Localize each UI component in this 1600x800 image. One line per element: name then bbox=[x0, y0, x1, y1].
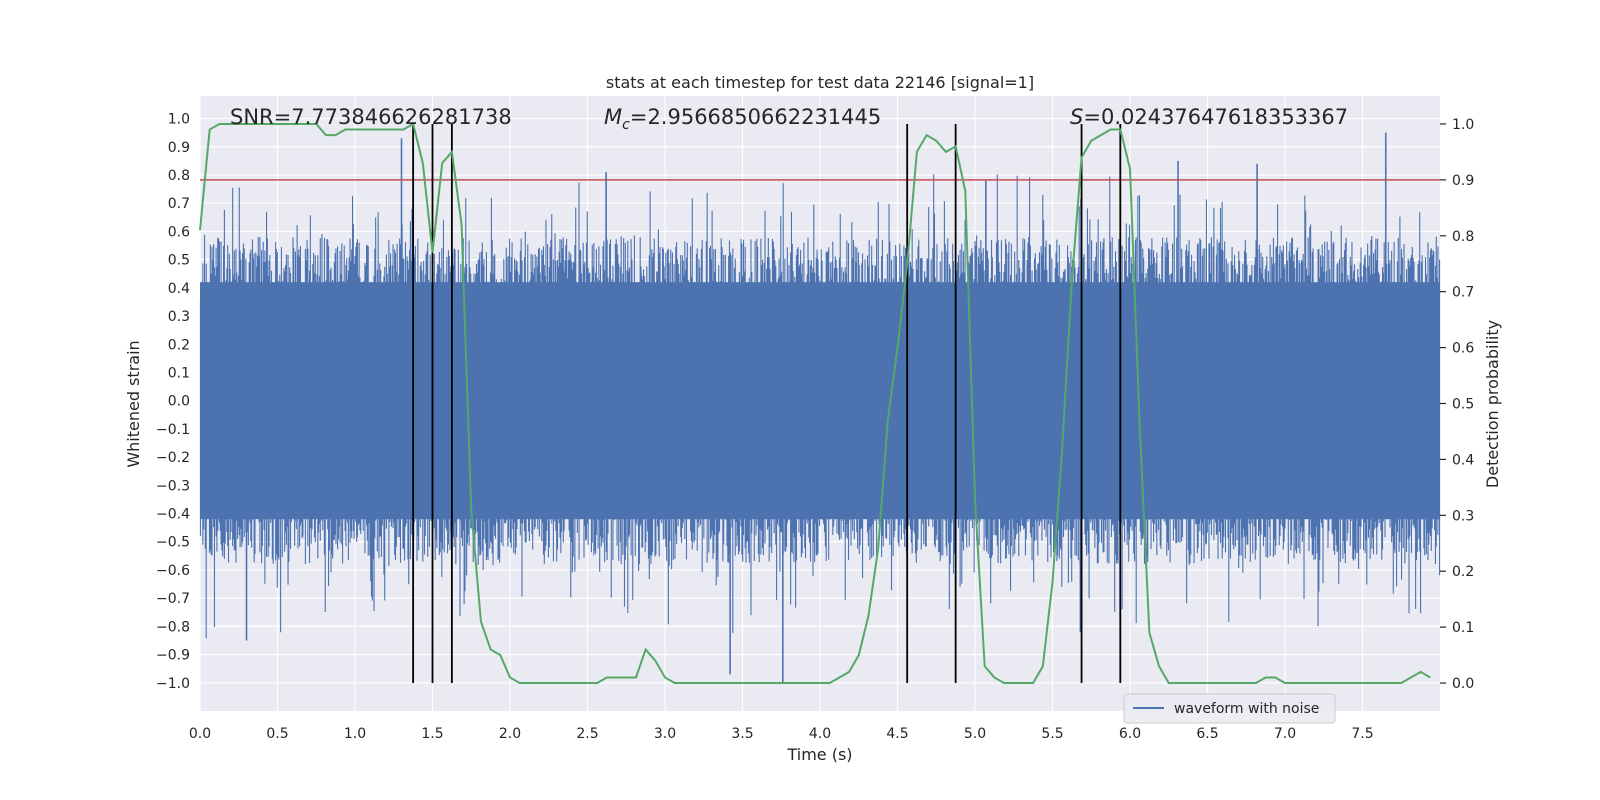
s-equals: = bbox=[1083, 105, 1101, 129]
y-tick-label: 0.6 bbox=[168, 224, 190, 240]
mc-value: 2.9566850662231445 bbox=[647, 105, 881, 129]
y-tick-label: −0.1 bbox=[156, 422, 190, 438]
legend-label: waveform with noise bbox=[1174, 701, 1319, 717]
x-tick-label: 4.5 bbox=[886, 726, 908, 742]
x-axis-ticks: 0.0 0.5 1.0 1.5 2.0 2.5 3.0 3.5 4.0 4.5 5.0 5.5 6.0 6… bbox=[189, 726, 1374, 742]
y2-axis-label: Detection probability bbox=[1483, 320, 1502, 488]
s-annotation: S=0.02437647618353367 bbox=[1070, 105, 1348, 129]
x-tick-label: 5.0 bbox=[964, 726, 986, 742]
vlines bbox=[412, 123, 1122, 684]
mc-subscript: c bbox=[622, 117, 630, 133]
y2-tick-label: 0.2 bbox=[1452, 564, 1474, 580]
y2-tick-label: 0.4 bbox=[1452, 452, 1474, 468]
y-tick-label: −0.6 bbox=[156, 563, 190, 579]
mc-symbol: M bbox=[604, 105, 622, 129]
y2-tick-label: 0.7 bbox=[1452, 285, 1474, 301]
x-axis-label: Time (s) bbox=[786, 745, 852, 764]
y-tick-label: 0.8 bbox=[168, 168, 190, 184]
snr-annotation: SNR=7.773846626281738 bbox=[230, 105, 512, 129]
x-tick-label: 6.0 bbox=[1119, 726, 1141, 742]
waveform-core bbox=[200, 282, 1440, 520]
y-tick-label: 0.3 bbox=[168, 309, 190, 325]
y-axis-ticks: 1.0 0.9 0.8 0.7 0.6 0.5 0.4 0.3 0.2 0.1 0.0 −0.1 −0.… bbox=[156, 112, 190, 692]
y-tick-label: −0.7 bbox=[156, 591, 190, 607]
mc-equals: = bbox=[630, 105, 648, 129]
x-tick-label: 3.5 bbox=[731, 726, 753, 742]
x-tick-label: 2.5 bbox=[576, 726, 598, 742]
s-value: 0.02437647618353367 bbox=[1101, 105, 1348, 129]
y-tick-label: −0.2 bbox=[156, 450, 190, 466]
y-tick-label: 1.0 bbox=[168, 112, 190, 128]
y-tick-label: 0.1 bbox=[168, 365, 190, 381]
x-tick-label: 1.0 bbox=[344, 726, 366, 742]
y-tick-label: −0.8 bbox=[156, 619, 190, 635]
snr-prefix: SNR= bbox=[230, 105, 291, 129]
x-tick-label: 3.0 bbox=[654, 726, 676, 742]
x-tick-label: 4.0 bbox=[809, 726, 831, 742]
y-tick-label: 0.7 bbox=[168, 196, 190, 212]
y-tick-label: 0.5 bbox=[168, 253, 190, 269]
y-tick-label: 0.0 bbox=[168, 394, 190, 410]
waveform-series bbox=[199, 132, 1441, 683]
y2-axis-ticks: 0.0 0.1 0.2 0.3 0.4 0.5 0.6 0.7 0.8 0.9 1.0 bbox=[1440, 117, 1474, 692]
y2-tick-label: 0.8 bbox=[1452, 229, 1474, 245]
y-tick-label: −1.0 bbox=[156, 676, 190, 692]
y-tick-label: 0.2 bbox=[168, 337, 190, 353]
y2-tick-label: 0.0 bbox=[1452, 676, 1474, 692]
y2-tick-label: 0.5 bbox=[1452, 397, 1474, 413]
chart-title: stats at each timestep for test data 221… bbox=[606, 73, 1034, 92]
y-tick-label: −0.4 bbox=[156, 507, 190, 523]
mc-annotation: Mc=2.9566850662231445 bbox=[604, 105, 881, 133]
x-tick-label: 0.0 bbox=[189, 726, 211, 742]
x-tick-label: 1.5 bbox=[421, 726, 443, 742]
x-tick-label: 7.5 bbox=[1351, 726, 1373, 742]
y-tick-label: −0.5 bbox=[156, 535, 190, 551]
x-tick-label: 2.0 bbox=[499, 726, 521, 742]
s-symbol: S bbox=[1070, 105, 1083, 129]
y-axis-label: Whitened strain bbox=[124, 340, 143, 467]
y2-tick-label: 0.6 bbox=[1452, 341, 1474, 357]
legend: waveform with noise bbox=[1123, 693, 1336, 724]
y-tick-label: 0.9 bbox=[168, 140, 190, 156]
x-tick-label: 0.5 bbox=[266, 726, 288, 742]
y2-tick-label: 0.3 bbox=[1452, 508, 1474, 524]
y2-tick-label: 0.1 bbox=[1452, 620, 1474, 636]
snr-value: 7.773846626281738 bbox=[291, 105, 511, 129]
x-tick-label: 5.5 bbox=[1041, 726, 1063, 742]
y-tick-label: 0.4 bbox=[168, 281, 190, 297]
x-tick-label: 7.0 bbox=[1274, 726, 1296, 742]
x-tick-label: 6.5 bbox=[1196, 726, 1218, 742]
legend-box bbox=[1123, 693, 1336, 724]
y-tick-label: −0.3 bbox=[156, 478, 190, 494]
y-tick-label: −0.9 bbox=[156, 648, 190, 664]
y2-tick-label: 1.0 bbox=[1452, 117, 1474, 133]
probability-line bbox=[199, 122, 1431, 685]
y2-tick-label: 0.9 bbox=[1452, 173, 1474, 189]
